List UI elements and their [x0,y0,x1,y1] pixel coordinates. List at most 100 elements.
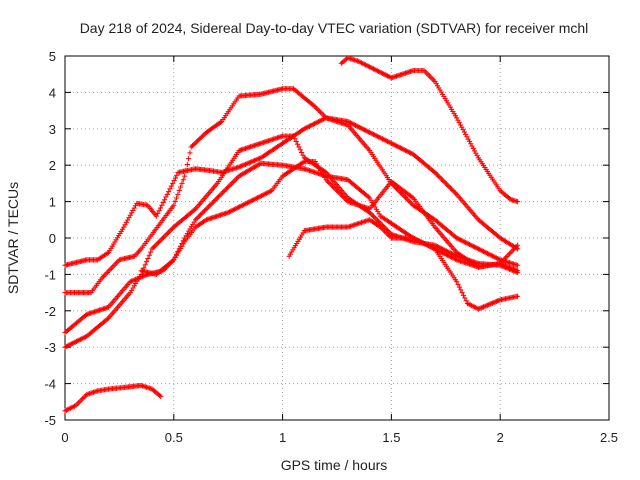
data-point [187,150,193,156]
data-point [515,199,521,205]
data-point [156,208,162,214]
data-point [200,133,206,139]
data-point [218,191,224,197]
data-point [228,181,234,187]
data-point [179,180,185,186]
data-point [515,262,521,268]
x-tick-label: 0 [61,430,68,445]
data-point [162,233,168,239]
data-point [130,207,136,214]
data-point [200,209,206,215]
data-point [448,186,455,192]
data-point [210,199,217,205]
data-point [459,290,465,296]
y-tick-label: -5 [44,413,56,428]
x-tick-label: 2.5 [600,430,618,445]
data-point [460,292,467,298]
data-point [195,214,201,220]
data-point [158,393,164,399]
data-point [192,140,198,146]
data-point [174,172,180,178]
data-point [175,191,181,197]
data-point [127,212,133,218]
data-point [452,190,458,196]
data-point [158,237,164,243]
data-point [335,188,341,194]
data-point [297,147,303,153]
data-point [460,127,466,133]
data-point [326,179,332,185]
data-point [342,196,348,202]
series-s2 [62,86,521,296]
data-point [296,144,302,150]
y-tick-labels: -5 -4 -3 -2 -1 0 1 2 3 4 5 [44,49,56,428]
y-tick-label: 0 [49,231,56,246]
data-point [176,188,182,194]
data-point [446,184,452,190]
data-point [456,284,462,290]
y-tick-label: 3 [49,122,56,137]
data-point [163,232,169,238]
data-point [369,212,375,218]
data-point [232,177,238,183]
data-point [447,185,453,191]
data-point [515,293,521,299]
data-point [436,173,442,179]
data-point [201,132,207,138]
y-tick-label: 4 [49,85,56,100]
data-point [440,177,446,183]
data-point [434,172,441,178]
data-point [159,202,165,208]
data-point [469,143,475,149]
data-point [204,205,210,211]
data-point [463,298,469,304]
data-point [167,186,173,192]
data-point [191,141,197,148]
data-point [199,210,205,216]
data-point [155,210,161,217]
data-point [450,187,456,194]
data-point [461,129,467,135]
data-point [153,213,159,219]
data-point [201,208,208,214]
series-s7 [338,55,521,205]
series-s8 [62,382,164,414]
data-point [154,241,160,247]
x-axis-label: GPS time / hours [281,457,388,473]
data-point [455,117,461,123]
data-point [219,190,226,196]
data-point [188,144,194,150]
data-point [157,238,163,244]
data-point [341,195,347,201]
data-point [189,143,196,149]
data-point [159,236,165,242]
y-tick-label: 2 [49,158,56,173]
data-point [185,156,192,162]
data-point [294,141,301,147]
data-point [144,259,150,265]
data-point [160,199,166,206]
data-point [470,145,476,152]
data-point [463,131,469,137]
y-axis-label: SDTVAR / TECUs [5,182,21,294]
axis-ticks [64,55,610,421]
data-point [455,281,461,288]
data-point [438,176,444,182]
series-s5 [138,158,521,277]
data-point [333,187,339,193]
data-point [122,222,128,228]
data-point [146,252,152,258]
data-point [142,262,148,268]
data-point [442,180,448,186]
data-point [464,134,470,140]
data-point [408,200,414,206]
data-point [123,219,129,225]
data-point [126,215,132,221]
data-point [203,206,209,213]
data-point [171,178,177,184]
data-point [184,161,190,168]
data-point [131,205,137,211]
data-point [125,217,131,223]
data-point [145,255,151,262]
data-point [182,173,188,179]
